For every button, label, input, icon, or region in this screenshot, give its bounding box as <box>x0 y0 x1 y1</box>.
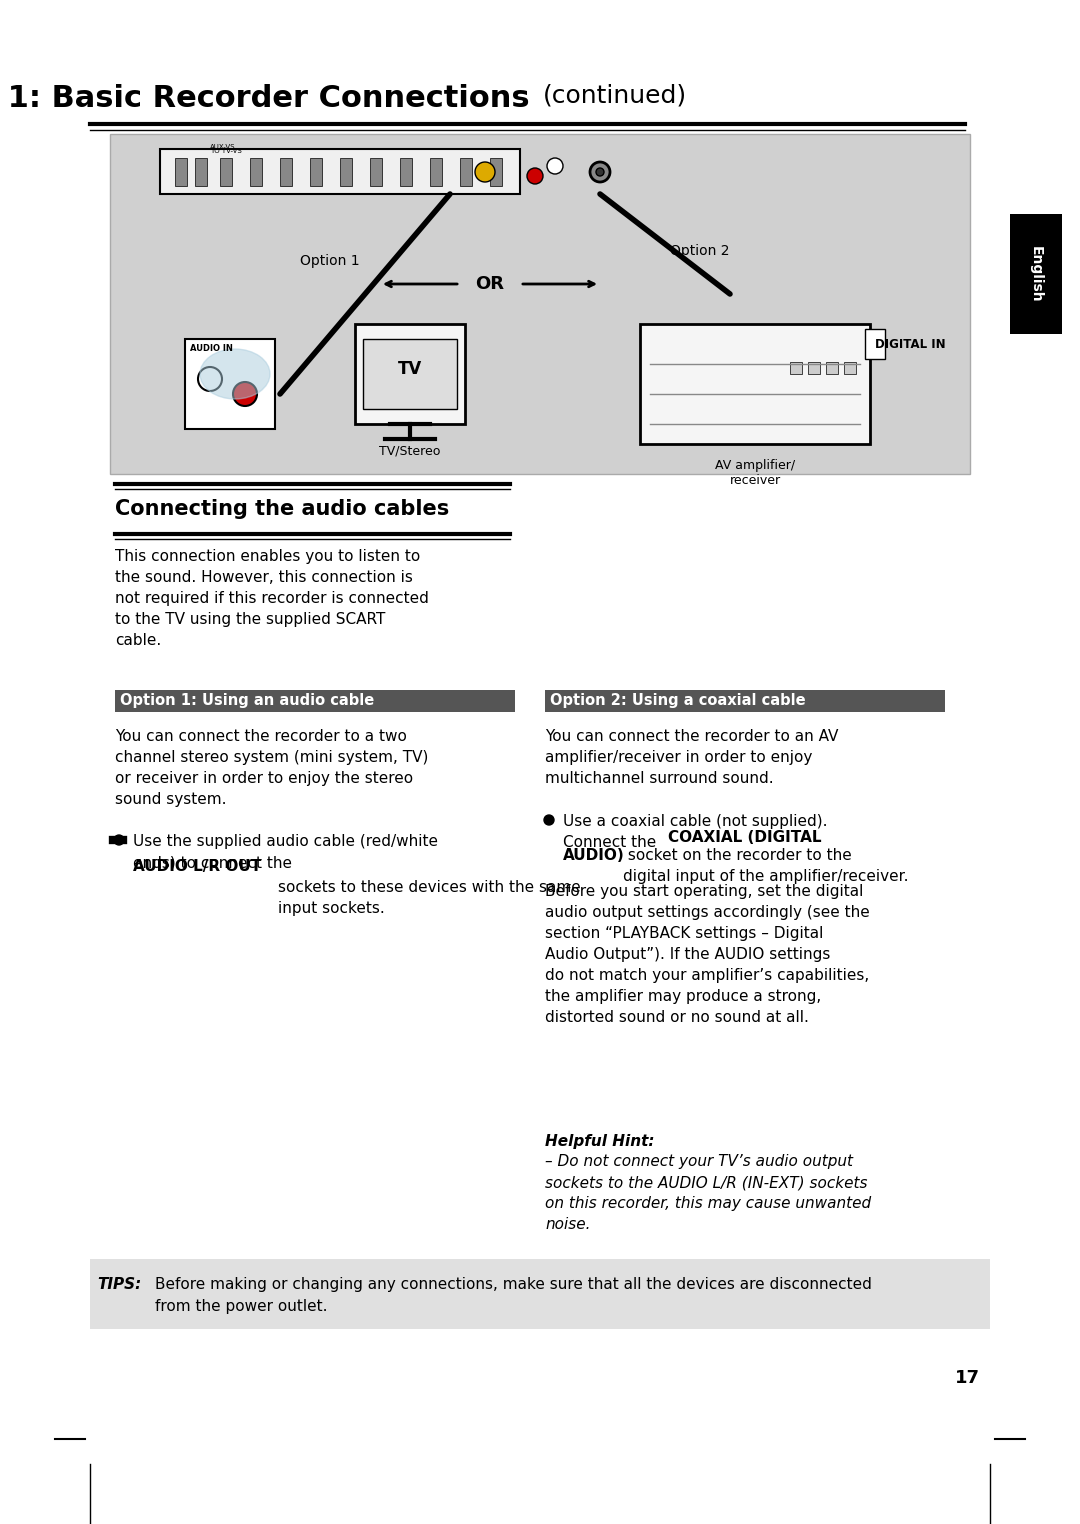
Circle shape <box>527 168 543 184</box>
Bar <box>370 158 382 186</box>
Text: Before you start operating, set the digital
audio output settings accordingly (s: Before you start operating, set the digi… <box>545 884 869 1026</box>
Text: socket on the recorder to the
digital input of the amplifier/receiver.: socket on the recorder to the digital in… <box>623 847 908 884</box>
Text: Use the supplied audio cable (red/white
ends) to connect the: Use the supplied audio cable (red/white … <box>133 834 438 870</box>
Bar <box>400 158 411 186</box>
Text: Before making or changing any connections, make sure that all the devices are di: Before making or changing any connection… <box>156 1277 872 1314</box>
Circle shape <box>596 168 604 175</box>
Bar <box>195 158 207 186</box>
Text: AV amplifier/
receiver: AV amplifier/ receiver <box>715 459 795 488</box>
Text: Helpful Hint:: Helpful Hint: <box>545 1134 654 1149</box>
Bar <box>1010 213 1062 334</box>
Text: English: English <box>1029 245 1043 302</box>
Text: Option 2: Option 2 <box>671 244 730 258</box>
Text: Step 1: Basic Recorder Connections: Step 1: Basic Recorder Connections <box>0 84 540 113</box>
Text: COAXIAL (DIGITAL: COAXIAL (DIGITAL <box>669 831 822 844</box>
Bar <box>843 363 856 373</box>
Text: TV: TV <box>397 360 422 378</box>
Bar <box>249 158 262 186</box>
Bar <box>220 158 232 186</box>
Bar <box>160 149 519 194</box>
Text: (continued): (continued) <box>543 84 687 108</box>
Bar <box>826 363 838 373</box>
Text: DIGITAL IN: DIGITAL IN <box>875 337 946 351</box>
Text: 17: 17 <box>955 1369 980 1387</box>
Text: This connection enables you to listen to
the sound. However, this connection is
: This connection enables you to listen to… <box>114 549 429 648</box>
Bar <box>340 158 352 186</box>
Circle shape <box>546 158 563 174</box>
Bar <box>789 363 802 373</box>
Text: Option 1: Using an audio cable: Option 1: Using an audio cable <box>120 692 375 707</box>
Text: – Do not connect your TV’s audio output
sockets to the AUDIO L/R (IN-EXT) socket: – Do not connect your TV’s audio output … <box>545 1154 872 1231</box>
Text: TV/Stereo: TV/Stereo <box>379 443 441 457</box>
Circle shape <box>475 162 495 181</box>
Text: AUDIO IN: AUDIO IN <box>190 344 233 354</box>
Circle shape <box>198 367 222 392</box>
Circle shape <box>590 162 610 181</box>
Bar <box>640 325 870 443</box>
Bar <box>280 158 292 186</box>
Bar <box>114 690 515 712</box>
Text: AUDIO): AUDIO) <box>563 847 624 863</box>
Text: Use a coaxial cable (not supplied).
Connect the: Use a coaxial cable (not supplied). Conn… <box>563 814 827 850</box>
Bar <box>175 158 187 186</box>
Circle shape <box>233 383 257 405</box>
Bar <box>185 338 275 428</box>
Text: TO TV-VS: TO TV-VS <box>210 148 242 154</box>
Bar <box>363 338 457 408</box>
Bar <box>545 690 945 712</box>
Text: Connecting the audio cables: Connecting the audio cables <box>114 498 449 520</box>
Bar <box>355 325 465 424</box>
Text: TIPS:: TIPS: <box>97 1277 141 1292</box>
Circle shape <box>544 815 554 824</box>
Text: AUDIO L/R OUT: AUDIO L/R OUT <box>133 860 261 873</box>
Text: sockets to these devices with the same
input sockets.: sockets to these devices with the same i… <box>278 860 581 916</box>
Bar <box>865 329 885 360</box>
Bar <box>90 1259 990 1329</box>
Text: AUX-VS: AUX-VS <box>210 143 235 149</box>
Bar <box>110 134 970 474</box>
Bar <box>460 158 472 186</box>
Bar <box>808 363 820 373</box>
Text: OR: OR <box>475 274 504 293</box>
Text: You can connect the recorder to a two
channel stereo system (mini system, TV)
or: You can connect the recorder to a two ch… <box>114 728 429 808</box>
Bar <box>430 158 442 186</box>
Circle shape <box>114 835 124 844</box>
Bar <box>310 158 322 186</box>
Text: Option 1: Option 1 <box>300 255 360 268</box>
Ellipse shape <box>200 349 270 399</box>
Bar <box>490 158 502 186</box>
Text: You can connect the recorder to an AV
amplifier/receiver in order to enjoy
multi: You can connect the recorder to an AV am… <box>545 728 838 786</box>
Text: Option 2: Using a coaxial cable: Option 2: Using a coaxial cable <box>550 692 806 707</box>
